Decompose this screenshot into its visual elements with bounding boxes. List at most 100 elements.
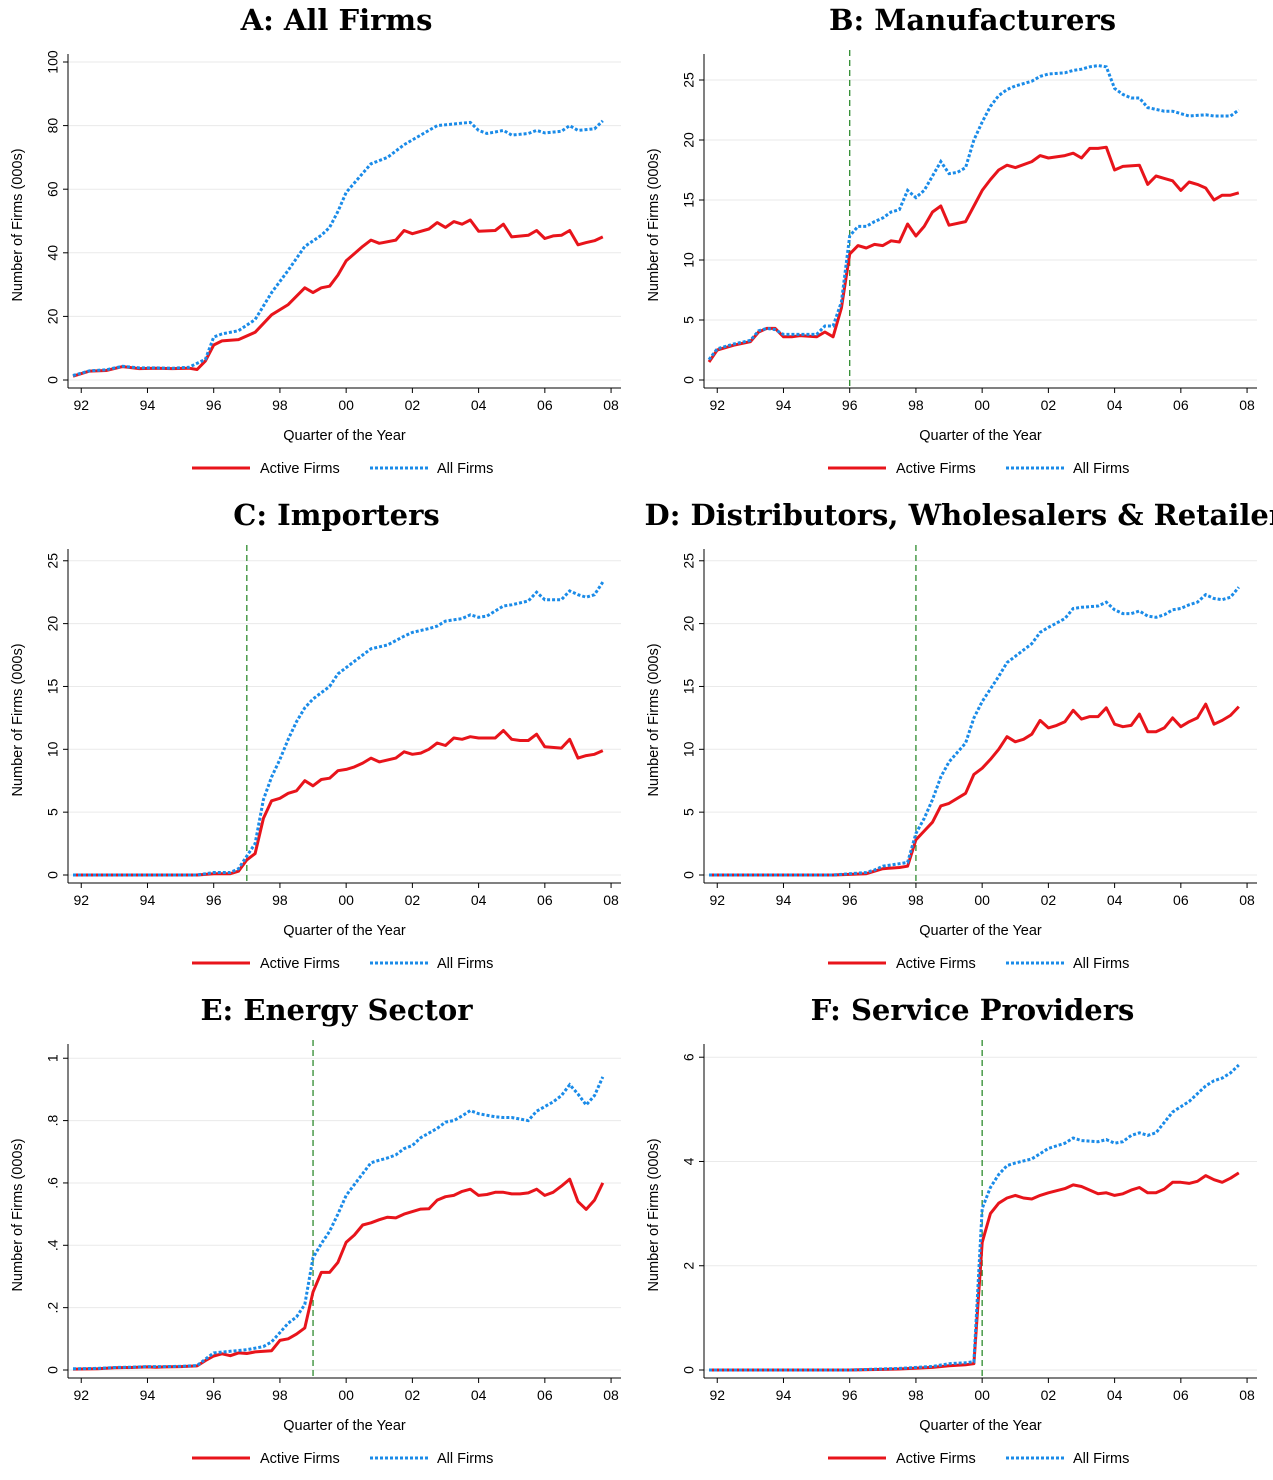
y-tick-label: 0 bbox=[45, 376, 61, 384]
y-tick-label: .6 bbox=[45, 1177, 61, 1189]
x-tick-label: 92 bbox=[709, 1387, 725, 1403]
chart-title: D: Distributors, Wholesalers & Retailers bbox=[645, 498, 1273, 532]
x-tick-label: 06 bbox=[537, 892, 553, 908]
legend-label-active: Active Firms bbox=[896, 461, 976, 477]
x-tick-label: 96 bbox=[842, 397, 858, 413]
x-axis-label: Quarter of the Year bbox=[283, 1418, 406, 1434]
y-tick-label: 20 bbox=[45, 308, 61, 324]
x-tick-label: 94 bbox=[776, 397, 792, 413]
series-all-firms bbox=[709, 1063, 1240, 1372]
x-tick-label: 96 bbox=[206, 1387, 222, 1403]
x-tick-label: 04 bbox=[471, 1387, 487, 1403]
series-all-firms bbox=[72, 119, 604, 377]
y-tick-label: 10 bbox=[681, 252, 697, 268]
x-tick-label: 94 bbox=[776, 1387, 792, 1403]
chart-title: A: All Firms bbox=[240, 3, 433, 37]
x-tick-label: 00 bbox=[974, 892, 990, 908]
legend-label-all: All Firms bbox=[1073, 461, 1129, 477]
y-tick-label: 25 bbox=[45, 553, 61, 569]
y-axis-label: Number of Firms (000s) bbox=[646, 1138, 662, 1291]
legend-label-all: All Firms bbox=[1073, 956, 1129, 972]
x-tick-label: 02 bbox=[405, 397, 421, 413]
y-tick-label: 0 bbox=[45, 871, 61, 879]
x-tick-label: 06 bbox=[537, 1387, 553, 1403]
x-tick-label: 02 bbox=[1041, 892, 1057, 908]
x-tick-label: 08 bbox=[603, 1387, 619, 1403]
legend-label-all: All Firms bbox=[437, 1451, 493, 1467]
legend-label-all: All Firms bbox=[1073, 1451, 1129, 1467]
x-tick-label: 96 bbox=[842, 892, 858, 908]
panel-c: C: Importers 0 5 10 15 20 25 92 94 96 98 00 02 04 06 08… bbox=[0, 495, 636, 985]
y-tick-label: 15 bbox=[681, 192, 697, 208]
series-active-firms bbox=[709, 702, 1240, 877]
y-tick-label: 25 bbox=[681, 72, 697, 88]
x-tick-label: 92 bbox=[709, 892, 725, 908]
x-tick-label: 04 bbox=[1107, 1387, 1123, 1403]
x-tick-label: 04 bbox=[471, 892, 487, 908]
y-tick-label: 15 bbox=[681, 678, 697, 694]
y-tick-label: 4 bbox=[681, 1157, 697, 1165]
panel-a: A: All Firms 0 20 40 60 80 100 92 94 96 98 00 02 04 06… bbox=[0, 0, 636, 490]
y-tick-label: 15 bbox=[45, 678, 61, 694]
y-tick-label: 20 bbox=[681, 616, 697, 632]
y-tick-label: 10 bbox=[681, 741, 697, 757]
x-tick-label: 04 bbox=[1107, 397, 1123, 413]
chart-c: C: Importers 0 5 10 15 20 25 92 94 96 98 00 02 04 06 08… bbox=[10, 498, 621, 972]
x-tick-label: 04 bbox=[471, 397, 487, 413]
x-tick-label: 94 bbox=[776, 892, 792, 908]
y-tick-label: .2 bbox=[45, 1302, 61, 1314]
y-tick-label: 1 bbox=[45, 1054, 61, 1062]
x-tick-label: 98 bbox=[272, 1387, 288, 1403]
y-tick-label: 2 bbox=[681, 1262, 697, 1270]
x-axis-label: Quarter of the Year bbox=[283, 923, 406, 939]
y-tick-label: 60 bbox=[45, 181, 61, 197]
legend-label-all: All Firms bbox=[437, 461, 493, 477]
x-tick-label: 06 bbox=[1173, 1387, 1189, 1403]
chart-title: B: Manufacturers bbox=[829, 3, 1116, 37]
x-tick-label: 92 bbox=[73, 397, 89, 413]
x-axis-label: Quarter of the Year bbox=[283, 428, 406, 444]
y-tick-label: 25 bbox=[681, 553, 697, 569]
y-axis-label: Number of Firms (000s) bbox=[10, 1138, 26, 1291]
x-tick-label: 02 bbox=[405, 1387, 421, 1403]
x-tick-label: 98 bbox=[908, 892, 924, 908]
legend-label-active: Active Firms bbox=[260, 1451, 340, 1467]
legend-label-active: Active Firms bbox=[896, 956, 976, 972]
legend-label-active: Active Firms bbox=[896, 1451, 976, 1467]
x-tick-label: 04 bbox=[1107, 892, 1123, 908]
series-active-firms bbox=[709, 1171, 1240, 1372]
x-tick-label: 00 bbox=[338, 892, 354, 908]
x-tick-label: 06 bbox=[1173, 397, 1189, 413]
panel-b: B: Manufacturers 0 5 10 15 20 25 92 94 96 98 00 02 04… bbox=[636, 0, 1272, 490]
x-tick-label: 98 bbox=[908, 397, 924, 413]
y-tick-label: 100 bbox=[45, 50, 61, 74]
panel-e: E: Energy Sector 0 .2 .4 .6 .8 1 92 94 96 98 00 02 04… bbox=[0, 990, 636, 1480]
chart-d: D: Distributors, Wholesalers & Retailers… bbox=[645, 498, 1273, 972]
x-tick-label: 02 bbox=[405, 892, 421, 908]
y-axis-label: Number of Firms (000s) bbox=[10, 148, 26, 301]
y-tick-label: 5 bbox=[681, 808, 697, 816]
y-tick-label: 6 bbox=[681, 1053, 697, 1061]
chart-e: E: Energy Sector 0 .2 .4 .6 .8 1 92 94 96 98 00 02 04… bbox=[10, 993, 621, 1467]
x-tick-label: 08 bbox=[1239, 892, 1255, 908]
x-tick-label: 92 bbox=[73, 892, 89, 908]
x-tick-label: 94 bbox=[140, 892, 156, 908]
x-tick-label: 96 bbox=[842, 1387, 858, 1403]
x-tick-label: 02 bbox=[1041, 1387, 1057, 1403]
chart-title: C: Importers bbox=[233, 498, 439, 532]
legend-label-active: Active Firms bbox=[260, 461, 340, 477]
x-tick-label: 96 bbox=[206, 397, 222, 413]
series-active-firms bbox=[73, 729, 604, 877]
chart-title: F: Service Providers bbox=[811, 993, 1135, 1027]
chart-b: B: Manufacturers 0 5 10 15 20 25 92 94 96 98 00 02 04… bbox=[646, 3, 1257, 477]
x-tick-label: 08 bbox=[603, 397, 619, 413]
y-tick-label: 5 bbox=[681, 316, 697, 324]
y-tick-label: 20 bbox=[45, 616, 61, 632]
x-tick-label: 08 bbox=[1239, 1387, 1255, 1403]
y-tick-label: 0 bbox=[681, 871, 697, 879]
x-axis-label: Quarter of the Year bbox=[919, 428, 1042, 444]
x-tick-label: 98 bbox=[908, 1387, 924, 1403]
x-tick-label: 00 bbox=[974, 1387, 990, 1403]
